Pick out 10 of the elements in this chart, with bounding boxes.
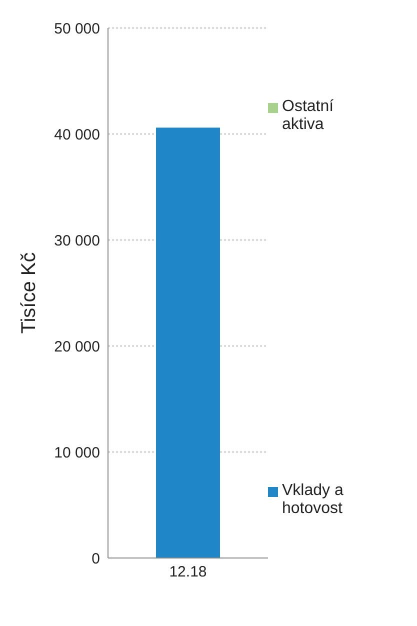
- y-axis-title: Tisíce Kč: [18, 252, 40, 334]
- legend-label: Ostatní aktiva: [282, 98, 335, 134]
- y-tick-label: 0: [92, 550, 100, 568]
- y-tick-label: 40 000: [54, 126, 100, 144]
- y-tick-label: 20 000: [54, 338, 100, 356]
- x-tick-label: 12.18: [169, 564, 207, 581]
- y-tick-label: 50 000: [54, 20, 100, 38]
- legend-label: Vklady a hotovost: [282, 482, 344, 518]
- y-tick-label: 30 000: [54, 232, 100, 250]
- y-tick-label: 10 000: [54, 444, 100, 462]
